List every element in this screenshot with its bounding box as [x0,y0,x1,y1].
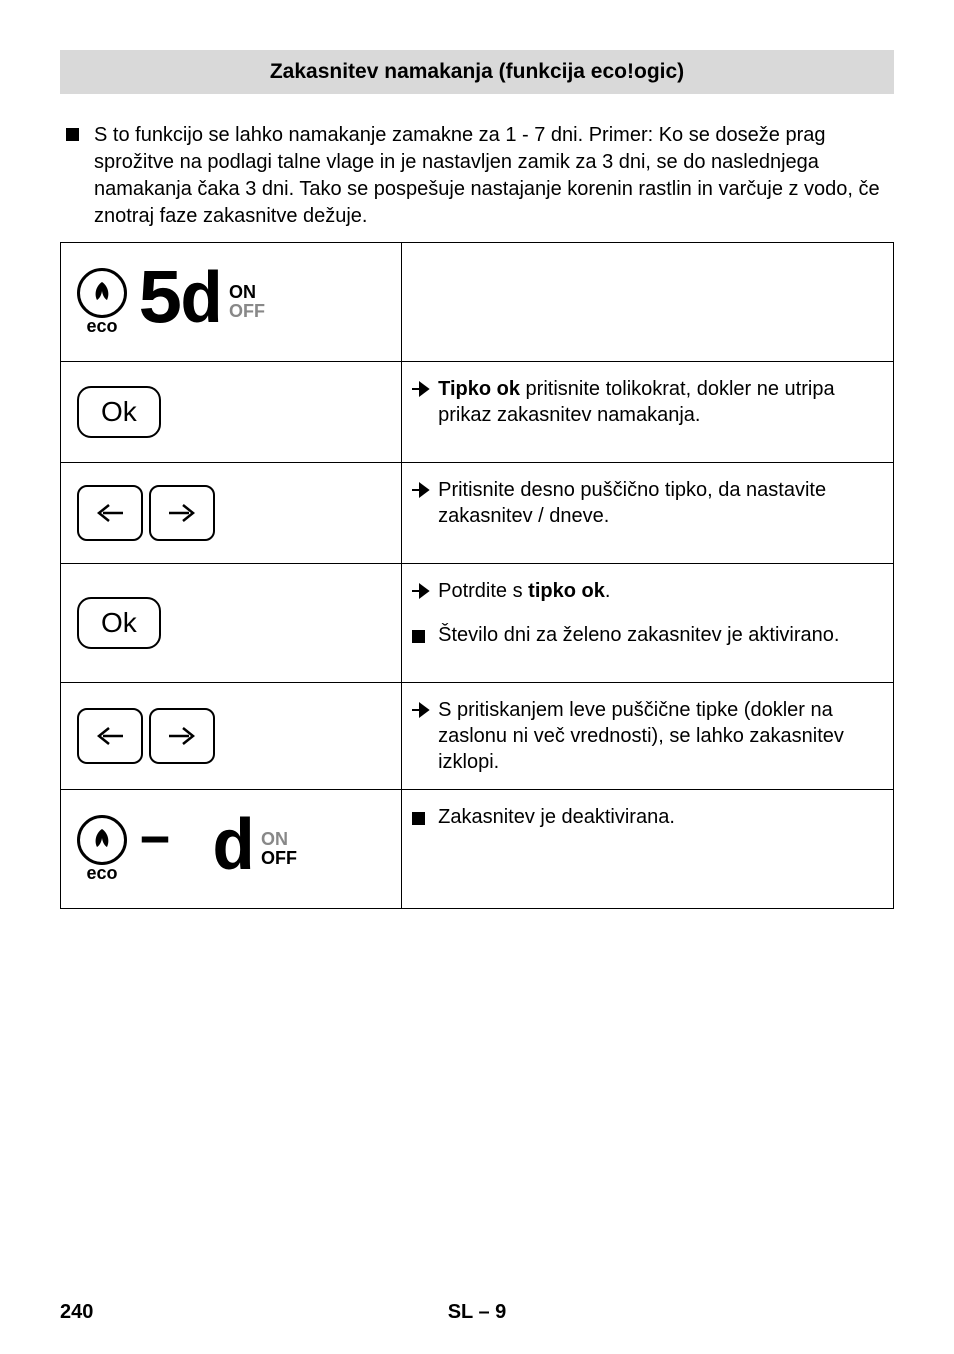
section-title: Zakasnitev namakanja (funkcija eco!ogic) [270,60,684,83]
arrow-right-icon [412,578,438,606]
control-cell: Ok [61,362,402,462]
arrow-right-icon [412,376,438,404]
page-footer: 240 SL – 9 [60,1301,894,1324]
eco-icon-block: eco [77,268,127,337]
leaf-icon [77,815,127,865]
table-row: Pritisnite desno puščično tipko, da nast… [61,462,893,563]
table-row: Ok Tipko ok pritisnite tolikokrat, dokle… [61,361,893,462]
on-label: ON [261,830,297,849]
control-cell: Ok [61,564,402,682]
step-text: Zakasnitev je deaktivirana. [438,804,875,830]
eco-display: eco 5d ON OFF [77,267,265,337]
on-off-indicator: ON OFF [229,283,265,321]
page-number: 240 [60,1301,93,1324]
display-cell: eco 5d ON OFF [61,243,402,361]
eco-label: eco [77,863,127,884]
square-bullet-icon [66,122,94,148]
description-cell: Tipko ok pritisnite tolikokrat, dokler n… [402,362,893,462]
on-label: ON [229,283,265,302]
table-row: eco – d ON OFF Zakasnitev je deaktiviran… [61,789,893,908]
description-cell: Zakasnitev je deaktivirana. [402,790,893,908]
leaf-icon [77,268,127,318]
footer-center: SL – 9 [448,1301,507,1324]
step-text: S pritiskanjem leve puščične tipke (dokl… [438,697,875,775]
arrow-right-icon [412,697,438,725]
display-digits: 5d [137,267,219,337]
table-row: Ok Potrdite s tipko ok. Število dni za ž… [61,563,893,682]
square-bullet-icon [412,804,438,832]
on-off-indicator: ON OFF [261,830,297,868]
control-cell [61,683,402,789]
left-arrow-button[interactable] [77,485,143,541]
off-label: OFF [229,302,265,321]
display-cell: eco – d ON OFF [61,790,402,908]
eco-label: eco [77,316,127,337]
display-digits: – d [137,813,251,884]
ok-button[interactable]: Ok [77,386,161,438]
intro-paragraph: S to funkcijo se lahko namakanje zamakne… [60,122,894,230]
table-row: S pritiskanjem leve puščične tipke (dokl… [61,682,893,789]
step-text: Število dni za želeno zakasnitev je akti… [438,622,875,648]
description-cell [402,243,893,361]
square-bullet-icon [412,622,438,650]
right-arrow-button[interactable] [149,485,215,541]
off-label: OFF [261,849,297,868]
step-text: Tipko ok pritisnite tolikokrat, dokler n… [438,376,875,428]
control-cell [61,463,402,563]
step-text: Pritisnite desno puščično tipko, da nast… [438,477,875,529]
right-arrow-button[interactable] [149,708,215,764]
ok-button[interactable]: Ok [77,597,161,649]
steps-table: eco 5d ON OFF Ok Tipko [60,242,894,909]
left-arrow-button[interactable] [77,708,143,764]
table-row: eco 5d ON OFF [61,243,893,361]
description-cell: Potrdite s tipko ok. Število dni za žele… [402,564,893,682]
step-text: Potrdite s tipko ok. [438,578,875,604]
description-cell: S pritiskanjem leve puščične tipke (dokl… [402,683,893,789]
intro-text: S to funkcijo se lahko namakanje zamakne… [94,122,888,230]
eco-icon-block: eco [77,815,127,884]
eco-display: eco – d ON OFF [77,813,297,884]
section-header: Zakasnitev namakanja (funkcija eco!ogic) [60,50,894,94]
description-cell: Pritisnite desno puščično tipko, da nast… [402,463,893,563]
arrow-right-icon [412,477,438,505]
